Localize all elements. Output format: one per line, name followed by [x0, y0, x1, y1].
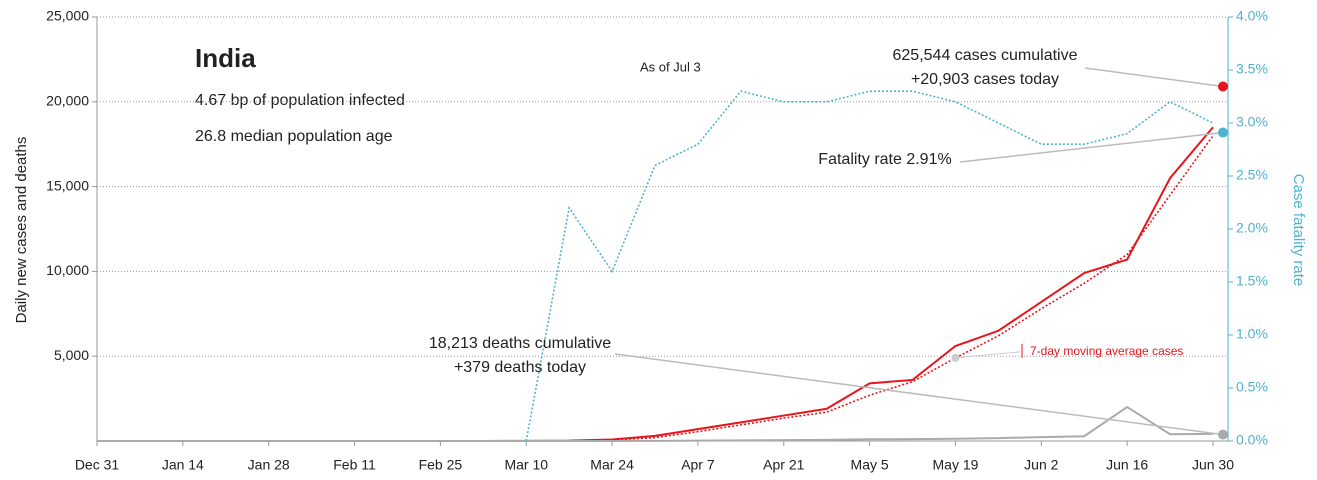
- series-line: [97, 405, 1214, 442]
- y-tick-label: 25,000: [46, 8, 89, 24]
- subtitle: 4.67 bp of population infected: [195, 92, 405, 109]
- annotation: +20,903 cases today: [911, 71, 1059, 88]
- x-tick-label: Jun 30: [1192, 457, 1234, 473]
- note: As of Jul 3: [640, 59, 701, 74]
- y2-tick-label: 2.5%: [1236, 167, 1268, 183]
- series-line: [97, 126, 1214, 442]
- leader: [959, 131, 1224, 163]
- legend-label: 7-day moving average cases: [1030, 344, 1183, 358]
- leader: [614, 353, 1224, 436]
- x-tick-label: Mar 10: [504, 457, 548, 473]
- x-tick-label: Mar 24: [590, 457, 634, 473]
- y2-tick-label: 4.0%: [1236, 8, 1268, 24]
- series-line: [525, 90, 1214, 442]
- x-tick-label: Feb 11: [333, 457, 376, 473]
- annotation: Fatality rate 2.91%: [818, 151, 951, 168]
- end-marker: [1218, 429, 1228, 440]
- y2-tick-label: 0.5%: [1236, 379, 1268, 395]
- y-tick-label: 10,000: [46, 262, 89, 278]
- x-tick-label: Jan 28: [248, 457, 290, 473]
- y2-axis-label: Case fatality rate: [1290, 174, 1307, 287]
- x-tick-label: Feb 25: [419, 457, 463, 473]
- y2-tick-label: 2.0%: [1236, 220, 1268, 236]
- y-tick-label: 20,000: [46, 93, 89, 109]
- y-axis-label: Daily new cases and deaths: [13, 137, 30, 324]
- annotation: +379 deaths today: [454, 359, 586, 376]
- y2-tick-label: 3.0%: [1236, 114, 1268, 130]
- y2-tick-label: 1.5%: [1236, 273, 1268, 289]
- x-tick-label: May 5: [851, 457, 889, 473]
- series-line: [97, 135, 1214, 442]
- legend-dot: [951, 353, 960, 362]
- annotation: 625,544 cases cumulative: [893, 47, 1078, 64]
- x-tick-label: Jun 2: [1024, 457, 1058, 473]
- leader: [955, 351, 1021, 359]
- x-tick-label: Apr 21: [763, 457, 804, 473]
- y-tick-label: 5,000: [54, 347, 89, 363]
- end-marker: [1218, 127, 1228, 138]
- x-tick-label: Jan 14: [162, 457, 204, 473]
- x-tick-label: Apr 7: [681, 457, 715, 473]
- x-tick-label: Dec 31: [75, 457, 120, 473]
- y2-tick-label: 0.0%: [1236, 432, 1268, 448]
- x-tick-label: Jun 16: [1106, 457, 1148, 473]
- leader: [1084, 67, 1224, 88]
- x-tick-label: May 19: [933, 457, 979, 473]
- chart-title: India: [195, 43, 256, 73]
- annotation: 18,213 deaths cumulative: [429, 335, 611, 352]
- y2-tick-label: 1.0%: [1236, 326, 1268, 342]
- y-tick-label: 15,000: [46, 177, 89, 193]
- subtitle: 26.8 median population age: [195, 128, 393, 145]
- y2-tick-label: 3.5%: [1236, 61, 1268, 77]
- end-marker: [1218, 81, 1228, 92]
